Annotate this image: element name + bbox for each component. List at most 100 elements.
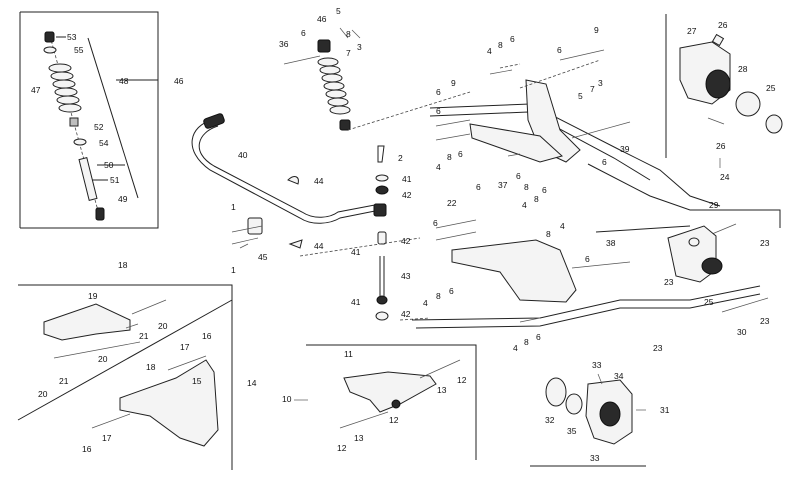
callout-15: 15: [192, 376, 202, 386]
callout-42: 42: [401, 236, 411, 246]
callout-8: 8: [546, 229, 551, 239]
small-control-arm: [339, 359, 461, 429]
callout-2: 2: [398, 153, 403, 163]
callout-19: 19: [88, 291, 98, 301]
front-arm-panel-frame: [18, 284, 233, 470]
callout-43: 43: [401, 271, 411, 281]
callout-6: 6: [301, 28, 306, 38]
callout-53: 53: [67, 32, 77, 42]
callout-55: 55: [74, 45, 84, 55]
shock-top-bushing: [44, 31, 55, 43]
callout-8: 8: [534, 194, 539, 204]
callout-5: 5: [336, 6, 341, 16]
callout-7: 7: [590, 84, 595, 94]
leader-lines: [125, 158, 721, 411]
shock-collar: [69, 117, 79, 127]
callout-41: 41: [402, 174, 412, 184]
link-hardware: [231, 145, 389, 321]
callout-14: 14: [247, 378, 257, 388]
callout-labels: 53 55 48 46 47 52 54 50 51 49 6 46 5 36 …: [31, 6, 776, 463]
callout-16: 16: [82, 444, 92, 454]
upper-a-arm: [43, 303, 131, 341]
callout-46: 46: [174, 76, 184, 86]
callout-23: 23: [760, 316, 770, 326]
callout-4: 4: [560, 221, 565, 231]
stabilizer-bar: [191, 113, 387, 224]
callout-31: 31: [660, 405, 670, 415]
callout-21: 21: [139, 331, 149, 341]
lower-control-arm: [451, 239, 577, 303]
callout-12: 12: [337, 443, 347, 453]
callout-6: 6: [542, 185, 547, 195]
callout-17: 17: [180, 342, 190, 352]
callout-20: 20: [98, 354, 108, 364]
callout-3: 3: [598, 78, 603, 88]
callout-8: 8: [498, 40, 503, 50]
callout-23: 23: [760, 238, 770, 248]
callout-25: 25: [766, 83, 776, 93]
callout-6: 6: [476, 182, 481, 192]
callout-21: 21: [59, 376, 69, 386]
rear-shock-absorber-exploded: [43, 31, 158, 221]
callout-16: 16: [202, 331, 212, 341]
callout-37: 37: [498, 180, 508, 190]
callout-32: 32: [545, 415, 555, 425]
callout-44: 44: [314, 241, 324, 251]
callout-5: 5: [578, 91, 583, 101]
callout-44: 44: [314, 176, 324, 186]
callout-18: 18: [146, 362, 156, 372]
callout-46: 46: [317, 14, 327, 24]
callout-33: 33: [590, 453, 600, 463]
callout-52: 52: [94, 122, 104, 132]
callout-35: 35: [567, 426, 577, 436]
callout-42: 42: [402, 190, 412, 200]
front-shock-absorber: [283, 27, 471, 131]
callout-23: 23: [653, 343, 663, 353]
callout-9: 9: [451, 78, 456, 88]
shock-body: [78, 157, 98, 201]
callout-36: 36: [279, 39, 289, 49]
callout-45: 45: [258, 252, 268, 262]
callout-6: 6: [516, 171, 521, 181]
callout-30: 30: [737, 327, 747, 337]
callout-47: 47: [31, 85, 41, 95]
callout-41: 41: [351, 247, 361, 257]
callout-42: 42: [401, 309, 411, 319]
callout-6: 6: [436, 87, 441, 97]
callout-6: 6: [433, 218, 438, 228]
callout-51: 51: [110, 175, 120, 185]
callout-49: 49: [118, 194, 128, 204]
callout-3: 3: [357, 42, 362, 52]
callout-8: 8: [436, 291, 441, 301]
callout-20: 20: [158, 321, 168, 331]
callout-50: 50: [104, 160, 114, 170]
callout-9: 9: [594, 25, 599, 35]
brake-assembly: [545, 377, 633, 445]
small-arm-panel-frame: [306, 344, 477, 460]
callout-41: 41: [351, 297, 361, 307]
callout-8: 8: [346, 29, 351, 39]
callout-24: 24: [720, 172, 730, 182]
shock-bottom-bushing: [95, 207, 105, 221]
callout-12: 12: [457, 375, 467, 385]
callout-6: 6: [602, 157, 607, 167]
shock-spring-seat: [43, 46, 57, 54]
callout-13: 13: [354, 433, 364, 443]
callout-4: 4: [513, 343, 518, 353]
callout-18: 18: [118, 260, 128, 270]
callout-8: 8: [447, 152, 452, 162]
rear-suspension-frame: [299, 49, 781, 329]
callout-6: 6: [436, 106, 441, 116]
callout-6: 6: [536, 332, 541, 342]
callout-1: 1: [231, 265, 236, 275]
callout-48: 48: [119, 76, 129, 86]
callout-22: 22: [447, 198, 457, 208]
callout-12: 12: [389, 415, 399, 425]
callout-8: 8: [524, 182, 529, 192]
shock-absorber-panel-frame: [20, 11, 159, 229]
callout-1: 1: [231, 202, 236, 212]
callout-11: 11: [344, 349, 353, 359]
callout-6: 6: [449, 286, 454, 296]
lower-a-arm: [119, 359, 219, 447]
